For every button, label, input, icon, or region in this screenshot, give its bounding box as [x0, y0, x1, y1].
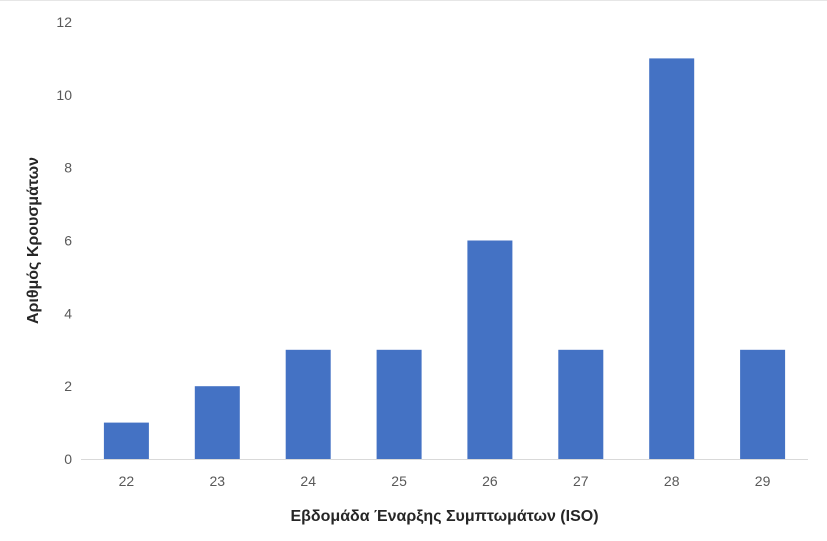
bar-29: [740, 349, 786, 460]
y-tick-label: 10: [56, 87, 72, 103]
y-tick-label: 6: [64, 233, 72, 249]
bar-22: [103, 422, 149, 459]
y-tick-label: 0: [64, 451, 72, 467]
bar-24: [285, 349, 331, 460]
x-tick-label: 25: [391, 473, 407, 489]
y-tick-label: 12: [56, 14, 72, 30]
bar-27: [558, 349, 604, 460]
x-tick-label: 22: [119, 473, 135, 489]
x-tick-label: 28: [664, 473, 680, 489]
bar-23: [194, 386, 240, 459]
x-tick-label: 29: [755, 473, 771, 489]
bar-25: [376, 349, 422, 460]
bar-26: [467, 240, 513, 459]
x-tick-label: 23: [210, 473, 226, 489]
bar-28: [649, 58, 695, 460]
y-tick-labels: 0 2 4 6 8 10 12: [56, 14, 72, 467]
x-axis-title: Εβδομάδα Έναρξης Συμπτωμάτων (ISO): [290, 508, 598, 525]
x-tick-label: 26: [482, 473, 498, 489]
y-tick-label: 2: [64, 378, 72, 394]
x-tick-labels: 22 23 24 25 26 27 28 29: [119, 473, 771, 489]
y-axis-title: Αριθμός Κρουσμάτων: [25, 157, 42, 324]
bars-group: [103, 58, 786, 460]
x-tick-label: 27: [573, 473, 589, 489]
y-tick-label: 4: [64, 305, 72, 321]
y-tick-label: 8: [64, 160, 72, 176]
x-tick-label: 24: [300, 473, 316, 489]
